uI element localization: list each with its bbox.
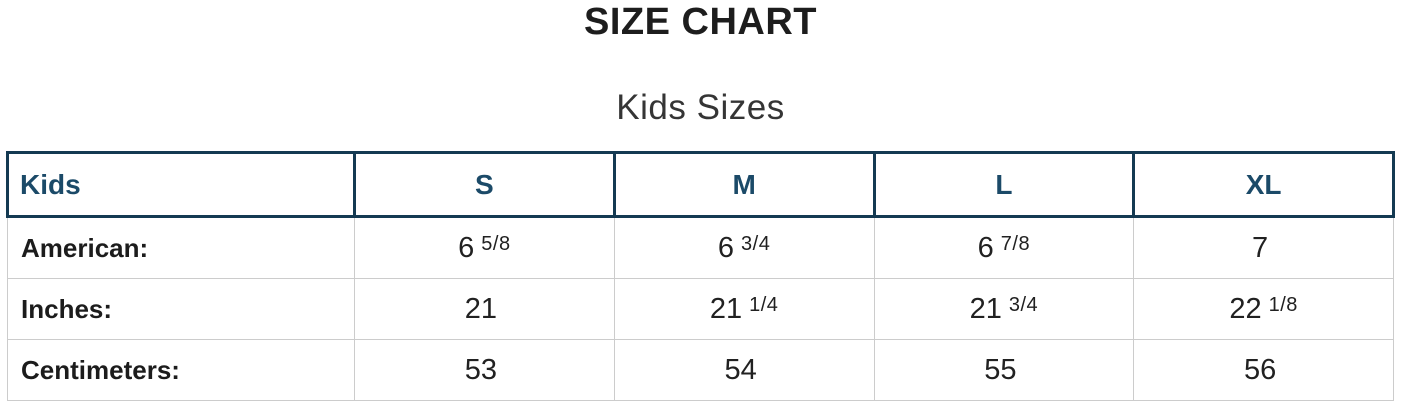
value-main: 54 [724,353,757,386]
size-chart-table: Kids S M L XL American: 6 5/8 6 3/4 6 7/8 7… [6,151,1395,401]
table-row-inches: Inches: 21 21 1/4 21 3/4 22 1/8 [7,278,1394,340]
row-label-american: American: [7,216,355,279]
value-fraction: 1/8 [1268,293,1298,316]
value-fraction: 3/4 [1008,293,1039,316]
value-fraction: 7/8 [1000,232,1031,255]
cell-centimeters-xl: 56 [1133,339,1394,401]
header-row: Kids S M L XL [6,151,1395,218]
table-row-centimeters: Centimeters: 53 54 55 56 [7,339,1394,401]
value-main: 56 [1243,353,1277,386]
value-main: 21 [969,292,1002,325]
header-cell-xl: XL [1132,151,1395,218]
cell-american-m: 6 3/4 [613,216,875,279]
cell-inches-s: 21 [354,278,615,340]
page-title: SIZE CHART [584,1,817,43]
value-main: 21 [709,292,743,325]
cell-inches-xl: 22 1/8 [1133,278,1394,340]
header-cell-s: S [353,151,616,218]
value-main: 22 [1229,292,1262,325]
value-fraction: 1/4 [749,293,779,316]
cell-centimeters-l: 55 [873,339,1135,401]
value-main: 6 [977,231,994,264]
cell-inches-m: 21 1/4 [613,278,875,340]
cell-american-l: 6 7/8 [873,216,1135,279]
value-main: 21 [464,292,497,325]
cell-centimeters-m: 54 [613,339,875,401]
value-fraction: 3/4 [741,232,771,255]
cell-centimeters-s: 53 [354,339,615,401]
header-cell-l: L [872,151,1136,218]
value-main: 6 [717,231,735,264]
row-label-inches: Inches: [7,278,355,340]
value-main: 7 [1252,231,1269,264]
value-fraction: 5/8 [481,232,511,255]
cell-american-xl: 7 [1133,216,1394,279]
cell-american-s: 6 5/8 [354,216,615,279]
row-label-centimeters: Centimeters: [7,339,355,401]
header-cell-m: M [612,151,876,218]
table-row-american: American: 6 5/8 6 3/4 6 7/8 7 [7,216,1394,279]
value-main: 53 [464,353,497,386]
cell-inches-l: 21 3/4 [873,278,1135,340]
value-main: 6 [458,231,475,264]
header-cell-kids: Kids [6,151,356,218]
value-main: 55 [984,353,1017,386]
page-subtitle: Kids Sizes [616,88,785,127]
